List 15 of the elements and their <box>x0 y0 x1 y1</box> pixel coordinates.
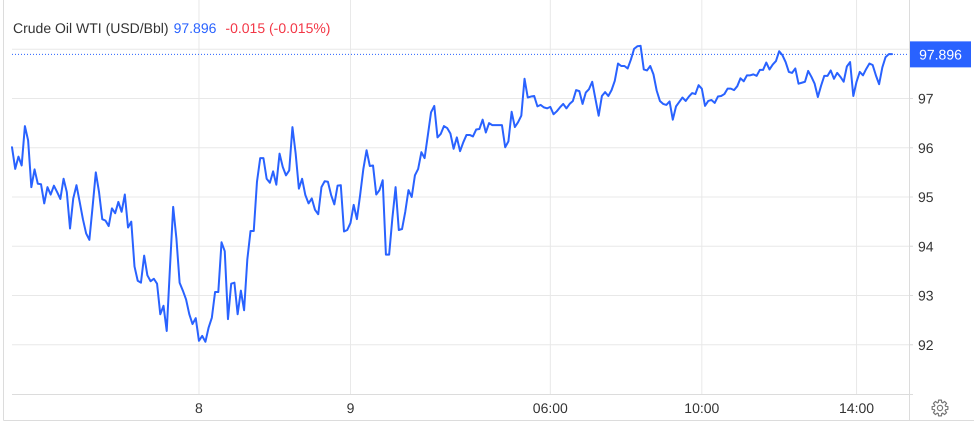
y-tick-label: 92 <box>918 336 934 353</box>
x-tick-label: 8 <box>195 400 204 416</box>
x-tick-label: 14:00 <box>839 400 874 416</box>
text: Crude Oil WTI (USD/Bbl) <box>13 20 169 36</box>
x-tick-label: 10:00 <box>684 400 720 416</box>
annotation: -0.015 (-0.015%) <box>225 20 330 36</box>
y-tick-label: 93 <box>918 288 934 304</box>
annotation: 97.896 <box>174 20 217 36</box>
y-tick-label: 96 <box>918 140 934 156</box>
y-tick-label: 95 <box>918 189 934 205</box>
y-tick-label: 94 <box>918 238 934 254</box>
y-tick-label: 97 <box>918 90 934 106</box>
x-tick-label: 9 <box>346 400 355 416</box>
ref-line-label: 97.896 <box>919 46 962 62</box>
x-tick-label: 06:00 <box>532 400 568 416</box>
